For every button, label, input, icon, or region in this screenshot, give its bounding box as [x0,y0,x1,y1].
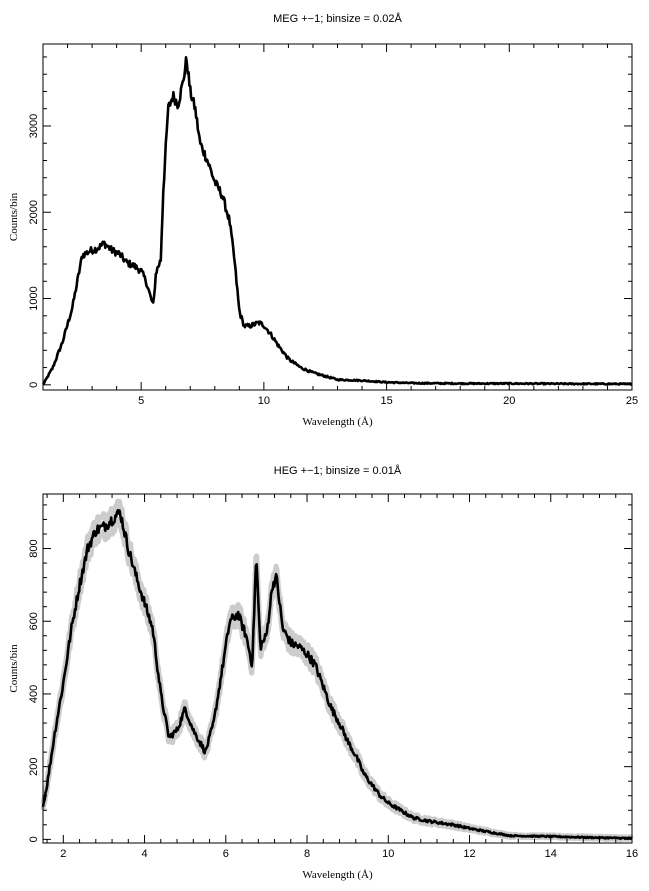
x-tick-label: 4 [141,848,147,860]
chart-panel-1: MEG +−1; binsize = 0.02Å 5 10 15 20 25 0 1000 20… [8,12,638,428]
y-tick-label: 1000 [28,286,40,310]
x-tick-label: 5 [138,395,144,407]
x-tick-label: 2 [60,848,66,860]
y-tick-label: 2000 [28,200,40,224]
y-axis-label: Counts/bin [8,644,20,693]
x-tick-label: 10 [258,395,270,407]
x-tick-label: 8 [304,848,310,860]
y-axis-label: Counts/bin [8,192,20,241]
y-tick-label: 0 [28,382,40,388]
plot-frame [42,43,633,391]
x-tick-label: 6 [223,848,229,860]
series-1-line [41,56,633,386]
x-tick-label: 12 [463,848,475,860]
x-tick-label: 14 [545,848,557,860]
series-1-line [41,508,633,840]
x-axis-label: Wavelength (Å) [302,869,373,881]
chart-title: HEG +−1; binsize = 0.01Å [274,464,402,477]
x-tick-label: 15 [380,395,392,407]
x-tick-label: 20 [503,395,515,407]
plot-frame [42,493,633,844]
y-tick-label: 3000 [28,114,40,138]
x-tick-label: 25 [626,395,638,407]
x-tick-label: 10 [382,848,394,860]
chart-panel-2: HEG +−1; binsize = 0.01Å 2 4 6 8 10 12 14 16 0 200… [8,464,638,881]
y-tick-label: 600 [28,612,40,630]
x-tick-label: 16 [626,848,638,860]
chart-title: MEG +−1; binsize = 0.02Å [273,12,402,25]
y-tick-label: 400 [28,685,40,703]
x-axis-label: Wavelength (Å) [302,416,373,428]
y-tick-label: 200 [28,757,40,775]
y-tick-label: 800 [28,539,40,557]
y-tick-label: 0 [28,836,40,842]
